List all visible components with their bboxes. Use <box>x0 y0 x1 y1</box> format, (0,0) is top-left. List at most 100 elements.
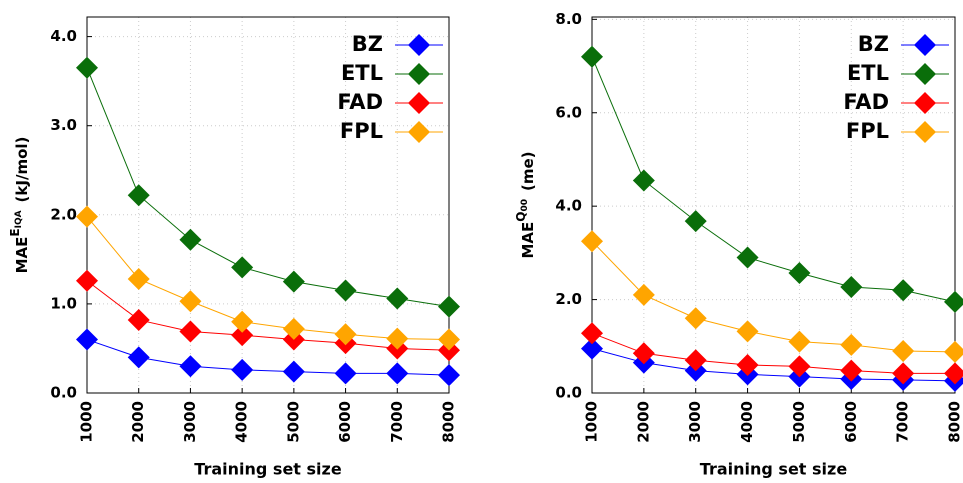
y-label-sub: 00 <box>520 199 530 212</box>
y-tick-label: 4.0 <box>50 27 77 45</box>
marker <box>231 256 254 279</box>
y-tick-label: 4.0 <box>555 197 582 215</box>
marker <box>386 362 409 385</box>
marker <box>334 279 357 302</box>
y-label-sup: Q <box>514 212 528 222</box>
marker <box>736 320 759 343</box>
marker <box>581 230 603 253</box>
legend-marker <box>408 121 430 143</box>
y-label-unit: (me) <box>519 151 537 191</box>
legend-marker <box>408 34 430 56</box>
legend-marker <box>914 121 936 143</box>
x-tick-label: 2000 <box>634 401 652 443</box>
plot-frame <box>86 16 450 394</box>
legend-label: ETL <box>847 61 889 85</box>
marker <box>736 246 759 269</box>
marker <box>581 45 603 68</box>
x-tick-label: 8000 <box>440 401 458 443</box>
legend-label: BZ <box>858 32 889 56</box>
marker <box>127 267 150 290</box>
marker <box>386 327 409 350</box>
marker <box>438 328 460 351</box>
marker <box>840 333 863 356</box>
y-tick-label: 1.0 <box>50 294 77 312</box>
x-tick-label: 3000 <box>181 401 199 443</box>
marker <box>684 349 707 372</box>
marker <box>581 322 603 345</box>
y-tick-label: 3.0 <box>50 116 77 134</box>
legend-label: FPL <box>340 119 383 143</box>
x-tick-label: 4000 <box>738 401 756 443</box>
marker <box>736 353 759 376</box>
marker <box>788 330 811 353</box>
marker <box>892 339 915 362</box>
y-label-sup: E <box>8 228 22 236</box>
y-tick-label: 8.0 <box>555 10 582 28</box>
marker <box>944 362 963 385</box>
marker <box>840 275 863 298</box>
marker <box>231 358 254 381</box>
marker <box>438 295 460 318</box>
legend-label: FPL <box>846 119 889 143</box>
x-tick-label: 7000 <box>388 401 406 443</box>
y-tick-label: 0.0 <box>50 384 77 402</box>
x-tick-label: 4000 <box>233 401 251 443</box>
x-tick-label: 8000 <box>946 401 963 443</box>
y-tick-label: 6.0 <box>555 103 582 121</box>
marker <box>282 270 305 293</box>
y-axis-label: MAEQ00 (me) <box>514 151 537 258</box>
legend-label: FAD <box>337 90 383 114</box>
marker <box>581 337 603 360</box>
y-label-base: MAE <box>519 222 537 259</box>
marker <box>788 355 811 378</box>
marker <box>632 283 655 306</box>
marker <box>684 307 707 330</box>
y-tick-label: 2.0 <box>555 290 582 308</box>
marker <box>684 210 707 233</box>
marker <box>438 364 460 387</box>
plot-frame <box>591 16 956 394</box>
x-axis-label: Training set size <box>194 460 342 479</box>
marker <box>282 360 305 383</box>
x-tick-label: 3000 <box>686 401 704 443</box>
x-tick-label: 1000 <box>78 401 96 443</box>
x-tick-label: 6000 <box>842 401 860 443</box>
marker <box>76 56 98 79</box>
legend-marker <box>914 92 936 114</box>
legend-marker <box>408 92 430 114</box>
marker <box>632 342 655 365</box>
marker <box>127 346 150 369</box>
marker <box>892 362 915 385</box>
marker <box>334 323 357 346</box>
marker <box>76 205 98 228</box>
marker <box>231 324 254 347</box>
marker <box>76 269 98 292</box>
x-tick-label: 5000 <box>284 401 302 443</box>
marker <box>179 228 202 251</box>
marker <box>334 362 357 385</box>
marker <box>282 317 305 340</box>
marker <box>76 328 98 351</box>
y-tick-label: 2.0 <box>50 205 77 223</box>
x-tick-label: 7000 <box>894 401 912 443</box>
legend-marker <box>914 34 936 56</box>
legend-marker <box>914 63 936 85</box>
marker <box>944 290 963 313</box>
marker <box>127 308 150 331</box>
marker <box>127 184 150 207</box>
x-axis-label: Training set size <box>700 460 848 479</box>
marker <box>632 169 655 192</box>
marker <box>944 340 963 363</box>
marker <box>892 279 915 302</box>
x-tick-label: 1000 <box>583 401 601 443</box>
marker <box>231 310 254 333</box>
x-tick-label: 6000 <box>336 401 354 443</box>
marker <box>179 290 202 313</box>
marker <box>179 320 202 343</box>
marker <box>386 287 409 310</box>
y-label-base: MAE <box>13 237 31 274</box>
legend-label: ETL <box>341 61 383 85</box>
legend-label: FAD <box>843 90 889 114</box>
legend-label: BZ <box>352 32 383 56</box>
